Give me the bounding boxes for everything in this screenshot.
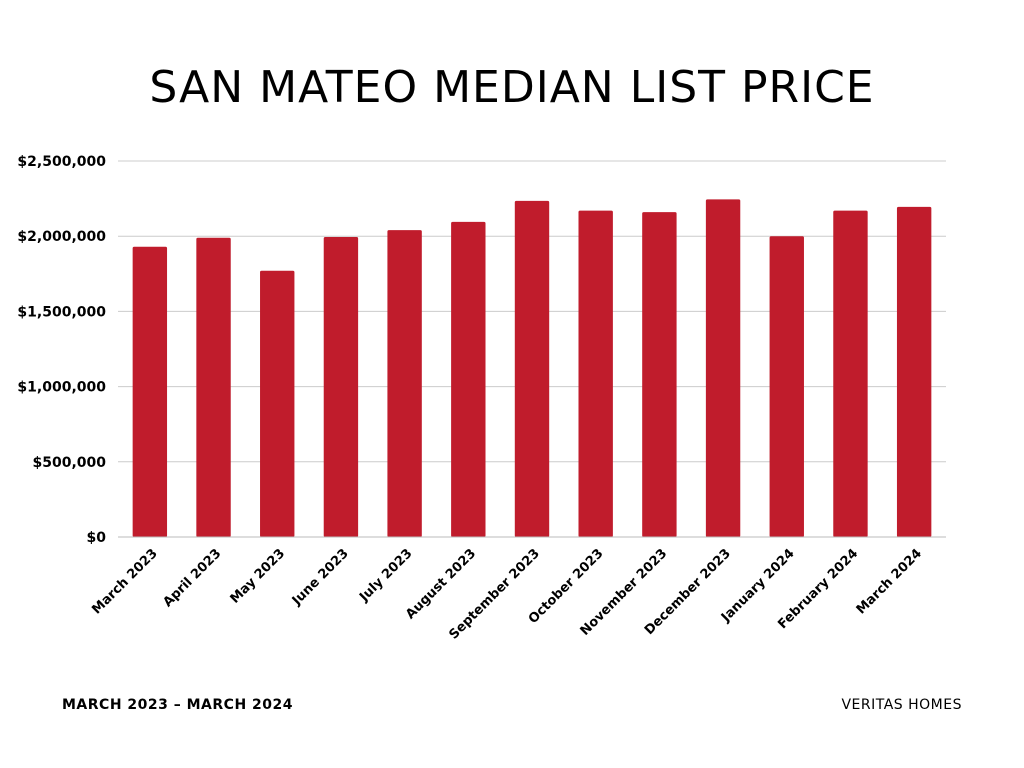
bar xyxy=(769,236,804,537)
bar xyxy=(323,236,359,537)
y-tick-label: $1,500,000 xyxy=(17,304,106,320)
x-tick-label: July 2023 xyxy=(356,546,415,605)
bar xyxy=(705,199,741,538)
y-tick-label: $1,000,000 xyxy=(17,380,106,396)
bar-chart: $0 $500,000 $1,000,000 $1,500,000 $2,000,000… xyxy=(17,154,946,643)
bar xyxy=(387,230,422,537)
y-tick-label: $500,000 xyxy=(32,455,106,471)
bar xyxy=(260,270,295,537)
bar xyxy=(896,206,932,537)
x-tick-label: March 2023 xyxy=(89,546,160,617)
x-tick-label: March 2024 xyxy=(854,546,925,617)
bar xyxy=(132,246,168,537)
x-tick-label: May 2023 xyxy=(228,546,288,606)
bar xyxy=(833,210,868,537)
bar xyxy=(578,210,613,537)
y-tick-label: $2,000,000 xyxy=(17,229,106,245)
bar xyxy=(451,221,486,538)
y-tick-label: $2,500,000 xyxy=(17,154,106,170)
date-range-caption: MARCH 2023 – MARCH 2024 xyxy=(62,697,294,713)
bar xyxy=(196,237,231,538)
x-tick-label: June 2023 xyxy=(289,546,352,609)
y-axis-tick-labels: $0 $500,000 $1,000,000 $1,500,000 $2,000,000… xyxy=(17,154,106,546)
brand-caption: VERITAS HOMES xyxy=(841,697,962,713)
bars xyxy=(132,199,932,538)
y-tick-label: $0 xyxy=(87,530,107,546)
bar xyxy=(514,200,550,537)
x-tick-label: April 2023 xyxy=(160,546,224,610)
chart-title: SAN MATEO MEDIAN LIST PRICE xyxy=(149,62,875,113)
bar xyxy=(642,212,677,538)
x-axis-tick-labels: March 2023 April 2023 May 2023 June 2023 Jul… xyxy=(89,546,925,642)
